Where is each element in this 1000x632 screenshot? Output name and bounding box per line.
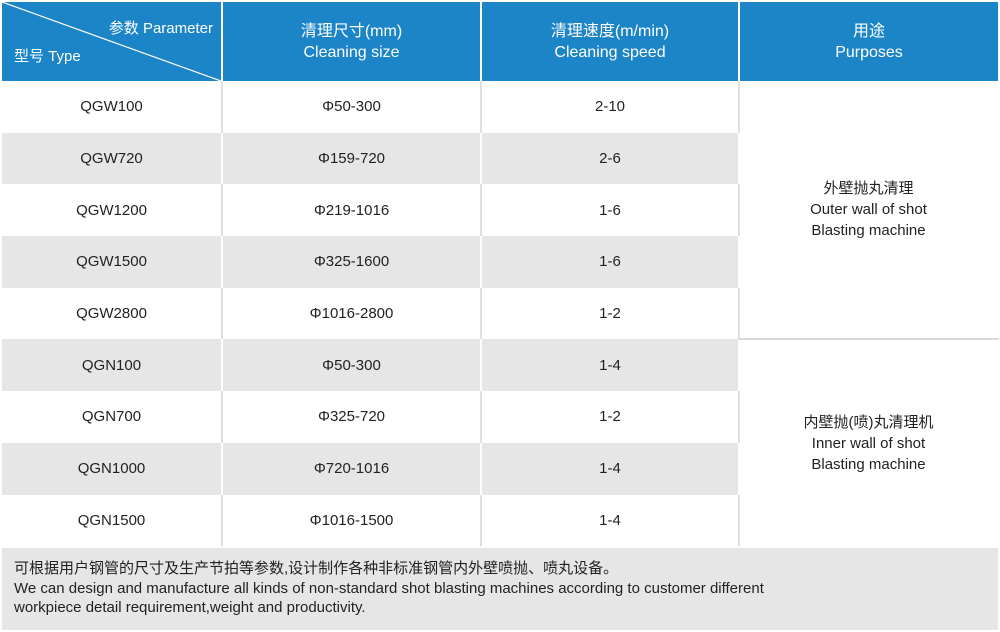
diagonal-divider xyxy=(2,2,221,81)
model-cell: QGN700 xyxy=(2,391,223,443)
footer-line-cn: 可根据用户钢管的尺寸及生产节拍等参数,设计制作各种非标准钢管内外壁喷抛、喷丸设备… xyxy=(14,560,619,577)
type-label: 型号 Type xyxy=(14,48,81,65)
table-row: QGW720 Φ159-720 2-6 xyxy=(2,132,998,185)
table-row: QGW2800 Φ1016-2800 1-2 xyxy=(2,287,998,340)
purpose-en-1: Outer wall of shot xyxy=(810,201,927,219)
spec-table: 参数 Parameter 型号 Type 清理尺寸(mm) Cleaning s… xyxy=(2,2,999,547)
speed-cell: 1-4 xyxy=(481,339,740,392)
size-cell: Φ325-720 xyxy=(222,391,482,443)
footer-note: 可根据用户钢管的尺寸及生产节拍等参数,设计制作各种非标准钢管内外壁喷抛、喷丸设备… xyxy=(2,548,998,630)
size-cell: Φ325-1600 xyxy=(222,236,482,288)
purpose-outer-wall: 外壁抛丸清理 Outer wall of shot Blasting machi… xyxy=(738,81,999,341)
size-cell: Φ1016-1500 xyxy=(222,494,482,547)
purpose-en-1: Inner wall of shot xyxy=(811,434,926,452)
purposes-en: Purposes xyxy=(835,43,903,61)
table-row: QGN1500 Φ1016-1500 1-4 xyxy=(2,494,998,547)
speed-cell: 2-10 xyxy=(481,81,740,133)
speed-cell: 1-2 xyxy=(481,287,740,340)
cleaning-size-en: Cleaning size xyxy=(303,43,400,61)
size-cell: Φ1016-2800 xyxy=(222,287,482,340)
speed-cell: 2-6 xyxy=(481,132,740,185)
model-cell: QGN1500 xyxy=(2,494,223,547)
parameter-label: 参数 Parameter xyxy=(108,20,213,37)
size-cell: Φ50-300 xyxy=(222,81,482,133)
model-cell: QGW2800 xyxy=(2,287,223,340)
cleaning-speed-en: Cleaning speed xyxy=(554,43,666,61)
header-row: 参数 Parameter 型号 Type 清理尺寸(mm) Cleaning s… xyxy=(2,2,998,81)
table-row: QGW1500 Φ325-1600 1-6 xyxy=(2,236,998,288)
model-cell: QGW100 xyxy=(2,81,223,133)
cleaning-speed-cn: 清理速度(m/min) xyxy=(550,22,670,40)
table-row: QGN1000 Φ720-1016 1-4 xyxy=(2,442,998,495)
model-cell: QGN100 xyxy=(2,339,223,392)
table-row: QGW1200 Φ219-1016 1-6 xyxy=(2,184,998,237)
model-cell: QGW1500 xyxy=(2,236,223,288)
purpose-cn: 外壁抛丸清理 xyxy=(823,180,914,198)
model-cell: QGW1200 xyxy=(2,184,223,237)
purpose-inner-wall: 内壁抛(喷)丸清理机 Inner wall of shot Blasting m… xyxy=(738,339,999,547)
purpose-en-2: Blasting machine xyxy=(811,222,926,240)
cleaning-speed-header: 清理速度(m/min) Cleaning speed xyxy=(481,2,740,81)
size-cell: Φ50-300 xyxy=(222,339,482,392)
table-row: QGN100 Φ50-300 1-4 内壁抛(喷)丸清理机 Inner wall… xyxy=(2,339,999,547)
table-row: QGW100 Φ50-300 2-10 外壁抛丸清理 Outer wall of… xyxy=(2,81,999,341)
size-cell: Φ720-1016 xyxy=(222,442,482,495)
purpose-cn: 内壁抛(喷)丸清理机 xyxy=(803,413,934,431)
cleaning-size-cn: 清理尺寸(mm) xyxy=(300,22,403,40)
table-row: QGN700 Φ325-720 1-2 xyxy=(2,391,998,443)
speed-cell: 1-4 xyxy=(481,442,740,495)
size-cell: Φ159-720 xyxy=(222,132,482,185)
model-cell: QGN1000 xyxy=(2,442,223,495)
speed-cell: 1-2 xyxy=(481,391,740,443)
param-type-header: 参数 Parameter 型号 Type xyxy=(2,2,223,81)
model-cell: QGW720 xyxy=(2,132,223,185)
purpose-en-2: Blasting machine xyxy=(811,455,926,473)
cleaning-size-header: 清理尺寸(mm) Cleaning size xyxy=(222,2,482,81)
purposes-header: 用途 Purposes xyxy=(739,2,998,81)
purposes-cn: 用途 xyxy=(852,22,885,40)
size-cell: Φ219-1016 xyxy=(222,184,482,237)
speed-cell: 1-6 xyxy=(481,236,740,288)
footer-line-en-2: workpiece detail requirement,weight and … xyxy=(14,599,366,616)
footer-line-en-1: We can design and manufacture all kinds … xyxy=(14,579,764,597)
speed-cell: 1-4 xyxy=(481,494,740,547)
speed-cell: 1-6 xyxy=(481,184,740,237)
